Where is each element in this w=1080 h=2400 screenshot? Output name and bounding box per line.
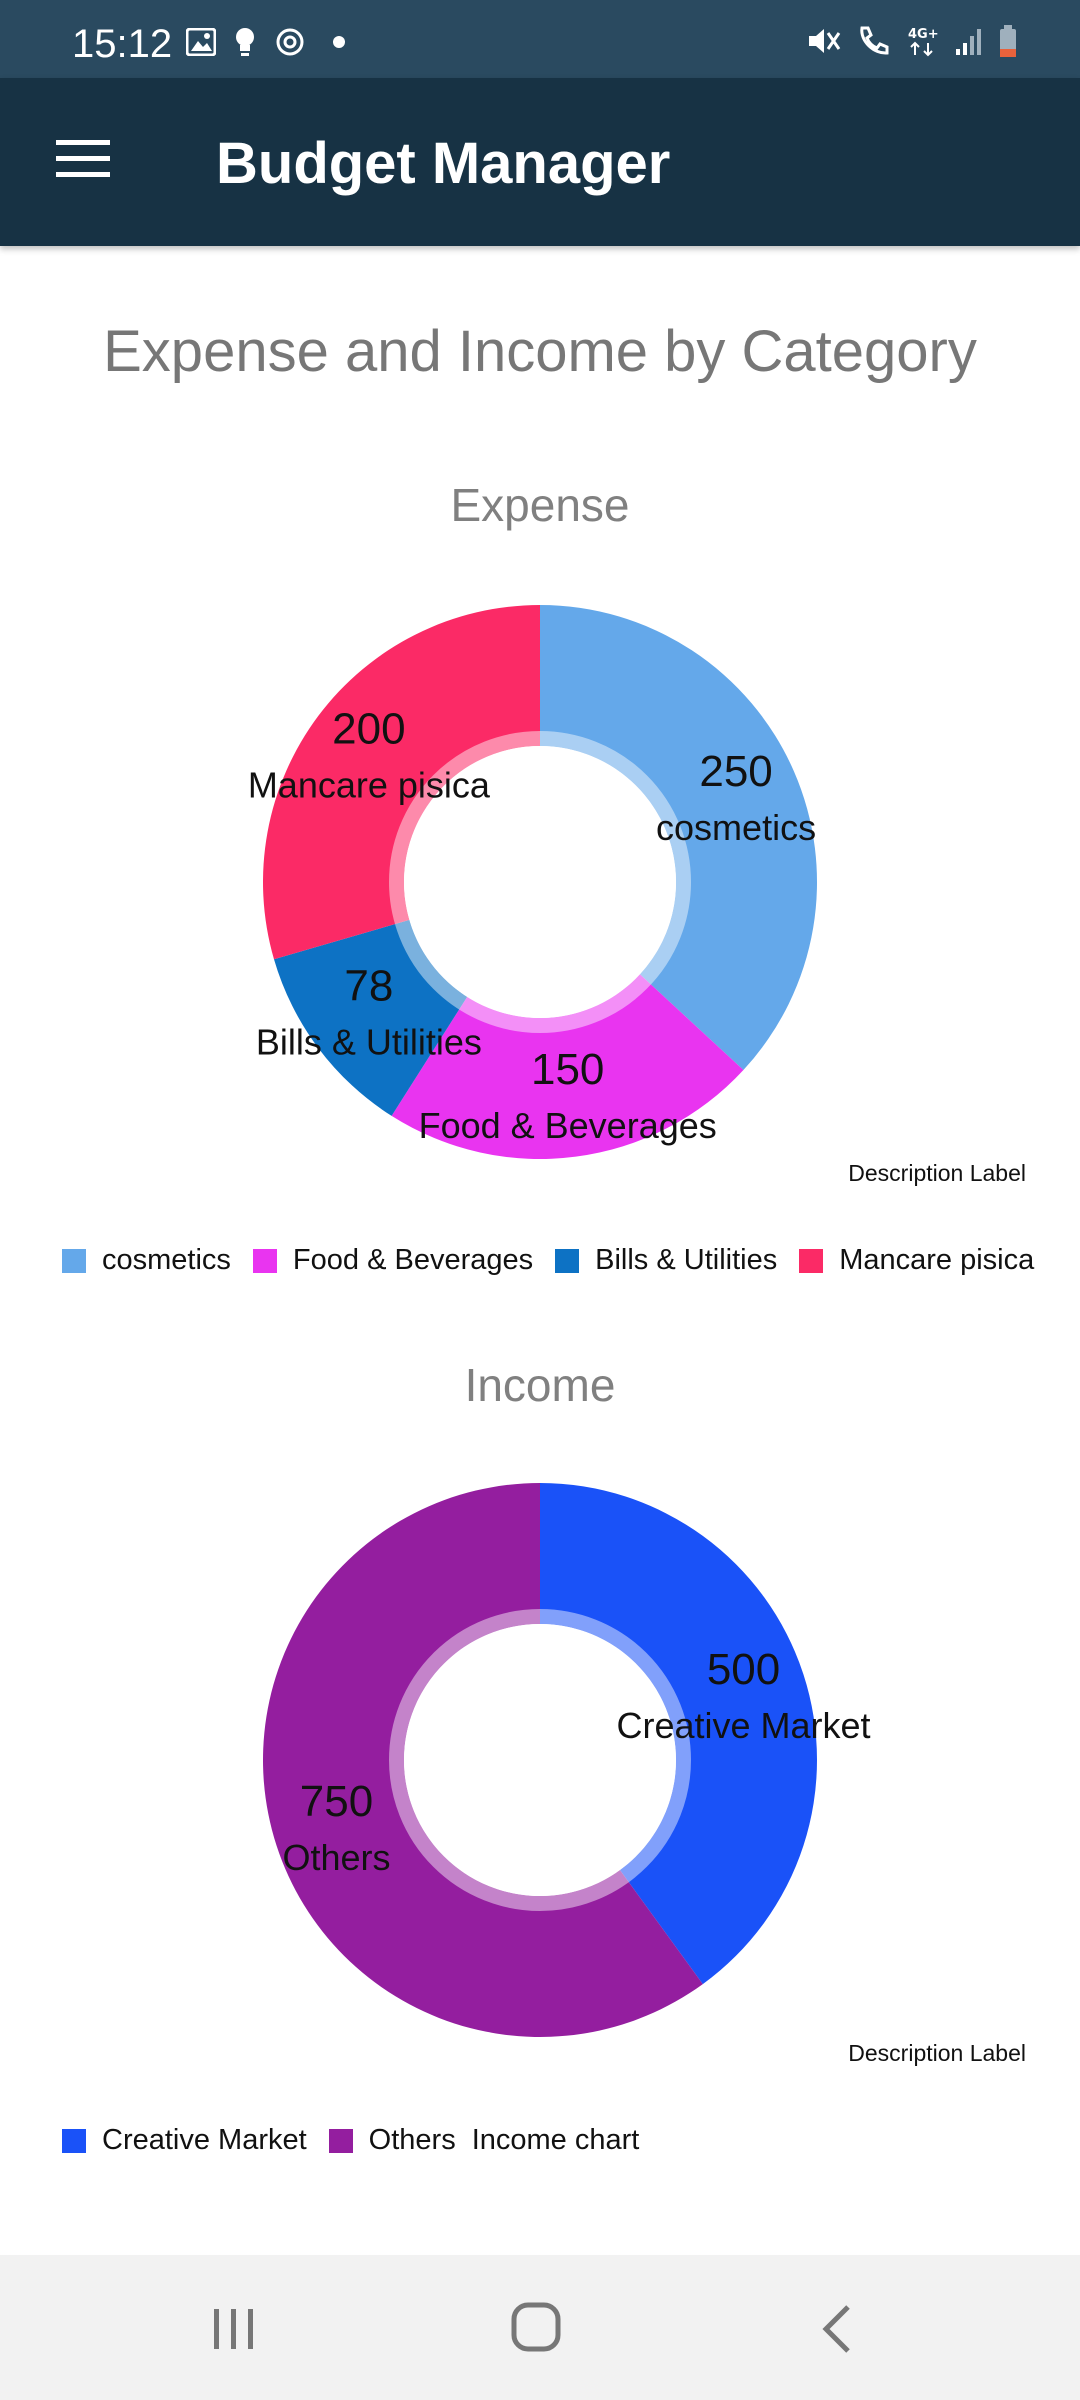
legend-extra-label: Income chart — [471, 2124, 640, 2156]
status-icons-left — [186, 26, 354, 58]
donut-inner-ring — [389, 1609, 691, 1911]
category-label-cosmetics: cosmetics — [656, 807, 816, 848]
slice-creative-market[interactable] — [540, 1483, 818, 1985]
slice-bills-utilities[interactable] — [273, 919, 468, 1116]
status-time: 15:12 — [72, 22, 173, 66]
expense-chart-title: Expense — [450, 479, 630, 531]
wifi-call-icon — [860, 26, 889, 55]
legend-label: Creative Market — [102, 2124, 307, 2156]
page-title: Expense and Income by Category — [103, 319, 977, 384]
income-description-label: Description Label — [848, 2040, 1026, 2066]
slice-others[interactable] — [263, 1483, 703, 2037]
legend-swatch — [328, 2128, 353, 2153]
legend-label: cosmetics — [102, 1244, 231, 1276]
legend-label: Food & Beverages — [292, 1244, 534, 1276]
legend-label: Bills & Utilities — [595, 1244, 778, 1276]
recents-icon[interactable] — [194, 2297, 274, 2361]
legend-label: Mancare pisica — [839, 1244, 1035, 1276]
donut-hole — [404, 1624, 676, 1896]
legend-swatch — [62, 2128, 86, 2153]
value-label-food-beverages: 150 — [531, 1045, 604, 1094]
value-label-bills-utilities: 78 — [344, 961, 393, 1010]
legend-label: Others — [368, 2124, 456, 2156]
legend-item-bills-utilities: Bills & Utilities — [555, 1244, 777, 1277]
category-label-others: Others — [282, 1837, 390, 1878]
status-icons-right: 4G+ — [806, 24, 1018, 58]
image-icon — [186, 28, 216, 56]
bulb-icon — [236, 28, 254, 56]
donut-inner-ring — [389, 731, 691, 1033]
legend-item-others: Others — [328, 2124, 456, 2157]
back-icon[interactable] — [798, 2297, 878, 2361]
home-icon[interactable] — [496, 2297, 576, 2361]
sync-icon — [276, 28, 304, 56]
legend-item-food-beverages: Food & Beverages — [252, 1244, 534, 1277]
navigation-bar — [0, 2255, 1080, 2400]
legend-item-creative-market: Creative Market — [62, 2124, 307, 2157]
legend-item-mancare-pisica: Mancare pisica — [799, 1244, 1034, 1277]
slice-food-beverages[interactable] — [391, 974, 744, 1159]
income-legend: Creative Market Others Income chart — [62, 2124, 639, 2157]
expense-donut-chart: 250 cosmetics 150 Food & Beverages 78 Bills &… — [248, 605, 817, 1159]
slice-cosmetics[interactable] — [540, 605, 817, 1071]
category-label-food-beverages: Food & Beverages — [419, 1105, 717, 1146]
category-label-mancare-pisica: Mancare pisica — [248, 765, 491, 806]
svg-text:4G+: 4G+ — [908, 27, 939, 42]
donut-hole — [404, 746, 676, 1018]
category-label-bills-utilities: Bills & Utilities — [256, 1021, 482, 1062]
legend-swatch — [799, 1248, 824, 1273]
income-chart-title: Income — [464, 1359, 616, 1411]
legend-swatch — [555, 1248, 580, 1273]
slice-mancare-pisica[interactable] — [262, 605, 540, 960]
expense-legend: cosmetics Food & Beverages Bills & Utiliti… — [62, 1244, 1056, 1277]
mute-icon — [809, 29, 841, 53]
value-label-cosmetics: 250 — [699, 747, 772, 796]
income-donut-chart: 500 Creative Market 750 Others — [263, 1483, 871, 2037]
app-title: Budget Manager — [216, 131, 671, 196]
legend-swatch — [252, 1248, 277, 1273]
legend-swatch — [62, 1248, 86, 1273]
network-4g-icon: 4G+ — [908, 27, 939, 57]
signal-icon — [956, 29, 981, 55]
legend-item-cosmetics: cosmetics — [62, 1244, 231, 1277]
value-label-creative-market: 500 — [707, 1645, 780, 1694]
category-label-creative-market: Creative Market — [616, 1705, 870, 1746]
app-bar: Budget Manager — [0, 78, 1080, 246]
expense-description-label: Description Label — [848, 1160, 1026, 1186]
status-bar: 15:12 4G+ — [0, 0, 1080, 78]
hamburger-menu-icon[interactable] — [52, 136, 116, 184]
value-label-mancare-pisica: 200 — [332, 705, 405, 754]
battery-icon — [1000, 25, 1016, 57]
dot-icon — [333, 36, 345, 48]
value-label-others: 750 — [300, 1777, 373, 1826]
